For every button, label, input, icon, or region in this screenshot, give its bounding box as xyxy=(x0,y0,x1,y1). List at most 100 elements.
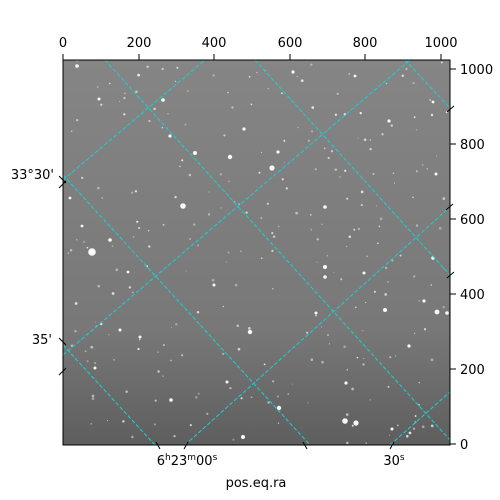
star xyxy=(225,261,227,263)
star xyxy=(315,314,317,317)
star xyxy=(311,106,315,109)
star xyxy=(399,254,402,257)
star xyxy=(327,156,330,160)
star xyxy=(247,329,253,335)
star xyxy=(430,113,434,117)
star xyxy=(260,217,263,220)
star xyxy=(333,271,335,273)
star xyxy=(344,169,347,172)
star xyxy=(405,67,408,71)
star xyxy=(276,405,282,411)
star xyxy=(423,328,427,331)
star xyxy=(353,74,357,78)
star xyxy=(86,360,89,363)
star xyxy=(422,299,426,303)
star xyxy=(384,293,387,296)
star xyxy=(415,170,418,173)
star xyxy=(345,413,349,416)
star xyxy=(348,73,351,75)
star xyxy=(346,245,348,248)
star xyxy=(271,287,274,290)
star xyxy=(421,425,425,429)
star xyxy=(310,63,313,66)
star xyxy=(76,60,78,62)
star xyxy=(134,190,138,193)
star xyxy=(408,431,412,435)
star xyxy=(431,100,435,104)
star xyxy=(395,355,397,357)
star xyxy=(377,242,379,245)
star xyxy=(245,211,248,214)
star xyxy=(442,267,444,269)
star xyxy=(229,386,232,390)
star xyxy=(418,403,421,406)
star xyxy=(161,98,165,102)
star xyxy=(353,228,356,231)
star xyxy=(131,191,134,194)
star xyxy=(430,284,433,286)
star xyxy=(354,306,357,309)
star xyxy=(135,90,138,94)
coordinate-grid xyxy=(63,60,450,445)
star xyxy=(101,197,104,199)
star xyxy=(153,423,156,426)
star xyxy=(212,283,216,287)
star xyxy=(219,173,223,176)
star xyxy=(388,434,391,436)
right-tick-label: 1000 xyxy=(460,63,493,78)
star xyxy=(426,168,428,170)
star xyxy=(383,308,387,312)
star xyxy=(80,176,84,180)
star xyxy=(260,151,263,154)
star xyxy=(91,397,95,401)
grid-line xyxy=(104,60,450,441)
star xyxy=(128,286,132,289)
star xyxy=(277,225,280,228)
star xyxy=(95,321,97,323)
ra-tick-label: 30s xyxy=(383,453,405,469)
star xyxy=(442,306,445,309)
star xyxy=(195,396,198,399)
dec-tick-label: 35' xyxy=(32,333,52,348)
star xyxy=(174,195,177,199)
star xyxy=(266,202,269,205)
star xyxy=(323,205,327,209)
star xyxy=(137,73,140,77)
star xyxy=(109,82,111,85)
star xyxy=(237,347,241,351)
star xyxy=(310,358,314,361)
bottom-axis: 6h23m00s 30s pos.eq.ra xyxy=(155,441,405,491)
star xyxy=(115,268,119,272)
top-tick-label: 800 xyxy=(353,36,378,51)
star xyxy=(296,76,298,78)
star xyxy=(343,345,346,349)
star xyxy=(208,191,210,193)
star xyxy=(280,92,283,95)
star xyxy=(430,424,434,428)
star xyxy=(97,284,101,288)
star xyxy=(108,334,110,336)
star xyxy=(387,119,391,123)
star xyxy=(366,255,368,258)
star xyxy=(414,415,417,417)
star xyxy=(283,139,286,142)
star xyxy=(75,64,79,68)
star xyxy=(345,441,349,445)
star xyxy=(69,249,73,252)
star xyxy=(170,326,173,328)
star xyxy=(250,103,253,106)
star xyxy=(269,165,275,171)
star xyxy=(227,251,230,254)
star xyxy=(384,266,388,270)
star xyxy=(328,343,330,345)
star xyxy=(247,326,251,330)
star xyxy=(106,420,109,422)
star xyxy=(375,205,377,207)
star xyxy=(413,275,416,278)
star xyxy=(193,223,196,226)
star xyxy=(211,278,215,282)
star xyxy=(314,168,317,171)
star xyxy=(330,150,334,153)
star xyxy=(412,196,414,199)
star xyxy=(161,126,164,129)
